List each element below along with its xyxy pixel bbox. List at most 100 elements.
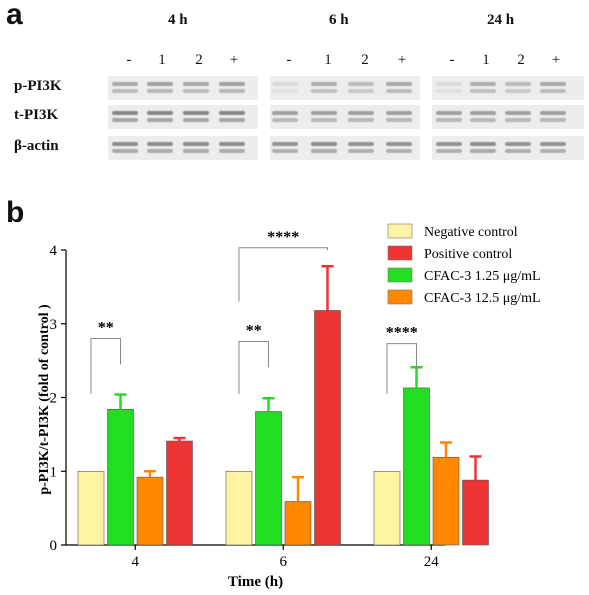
blot-band (311, 111, 337, 115)
blot-band (183, 82, 209, 86)
blot-band (147, 82, 173, 86)
blot-band (183, 149, 209, 153)
blot-band (272, 149, 298, 153)
blot-band (272, 142, 298, 146)
blot-band (470, 142, 496, 146)
lane-label: - (449, 52, 455, 68)
blot-band (183, 118, 209, 122)
blot-band (470, 111, 496, 115)
panel-a-letter: a (6, 0, 23, 31)
bar (255, 411, 282, 546)
significance-label: ** (98, 320, 114, 337)
blot-band (311, 82, 337, 86)
blot-band (348, 111, 374, 115)
blot-band (540, 111, 566, 115)
blot-band (311, 89, 337, 93)
blot-band (272, 82, 298, 86)
lane-label: 2 (195, 52, 203, 68)
lane-label: 2 (517, 52, 525, 68)
y-tick-label: 1 (50, 464, 58, 480)
lane-label: 1 (324, 52, 332, 68)
lane-label: + (551, 52, 561, 68)
blot-band (147, 149, 173, 153)
blot-band (470, 89, 496, 93)
lane-label: - (126, 52, 132, 68)
lane-label: 2 (361, 52, 369, 68)
blot-band (386, 118, 412, 122)
blot-band (183, 89, 209, 93)
significance-bracket (386, 343, 417, 394)
timepoint-4h-label: 4 h (168, 12, 188, 28)
blot-band (505, 149, 531, 153)
blot-band (348, 89, 374, 93)
legend-swatch (387, 289, 413, 305)
bar (462, 479, 489, 546)
blot-band (540, 118, 566, 122)
x-tick-label: 24 (424, 554, 440, 570)
panel-b-letter: b (6, 196, 25, 229)
blot-band (540, 89, 566, 93)
timepoint-24h-label: 24 h (487, 12, 515, 28)
blot-band (112, 111, 138, 115)
blot-band (219, 142, 245, 146)
bar (432, 456, 460, 546)
legend-label: CFAC-3 1.25 μg/mL (424, 269, 541, 284)
blot-band (147, 111, 173, 115)
legend-swatch (387, 267, 413, 283)
bar (314, 310, 341, 546)
row-label-t-pi3k: t-PI3K (14, 107, 59, 123)
blot-band (183, 111, 209, 115)
bar (225, 470, 253, 546)
blot-band (348, 118, 374, 122)
blot-band (436, 89, 462, 93)
legend-swatch (387, 223, 413, 239)
blot-band (540, 149, 566, 153)
blot-band (436, 142, 462, 146)
row-label-p-pi3k: p-PI3K (14, 78, 62, 94)
blot-band (386, 149, 412, 153)
blot-band (348, 149, 374, 153)
blot-band (219, 118, 245, 122)
blot-band (386, 89, 412, 93)
blot-band (272, 118, 298, 122)
x-tick-label: 4 (132, 554, 140, 570)
significance-bracket (238, 340, 269, 394)
significance-label: **** (267, 229, 299, 246)
blot-band (272, 111, 298, 115)
blot-strip (432, 105, 584, 129)
blot-band (311, 118, 337, 122)
blot-band (505, 142, 531, 146)
blot-band (386, 142, 412, 146)
y-axis-title: p-PI3K/t-PI3K (fold of control ) (37, 304, 52, 495)
blot-band (112, 89, 138, 93)
blot-band (147, 142, 173, 146)
legend-label: Negative control (424, 225, 518, 240)
lane-label: 1 (482, 52, 490, 68)
bar (373, 470, 401, 546)
legend-label: CFAC-3 12.5 μg/mL (424, 291, 541, 306)
blot-band (348, 142, 374, 146)
blot-band (470, 149, 496, 153)
blot-band (311, 142, 337, 146)
blot-band (436, 149, 462, 153)
y-tick-label: 2 (50, 391, 58, 407)
significance-label: ** (246, 322, 262, 339)
blot-band (436, 111, 462, 115)
blot-band (436, 82, 462, 86)
legend-swatch (387, 245, 413, 261)
blot-band (348, 82, 374, 86)
blot-strip (108, 76, 258, 100)
timepoint-6h-label: 6 h (329, 12, 349, 28)
bar (107, 408, 134, 546)
blot-band (112, 118, 138, 122)
x-axis-title: Time (h) (228, 574, 283, 590)
blot-band (112, 82, 138, 86)
bar (403, 387, 430, 546)
blot-band (386, 111, 412, 115)
blot-band (219, 82, 245, 86)
blot-band (112, 149, 138, 153)
blot-band (470, 82, 496, 86)
blot-band (505, 118, 531, 122)
blot-band (219, 149, 245, 153)
lane-label: - (286, 52, 292, 68)
